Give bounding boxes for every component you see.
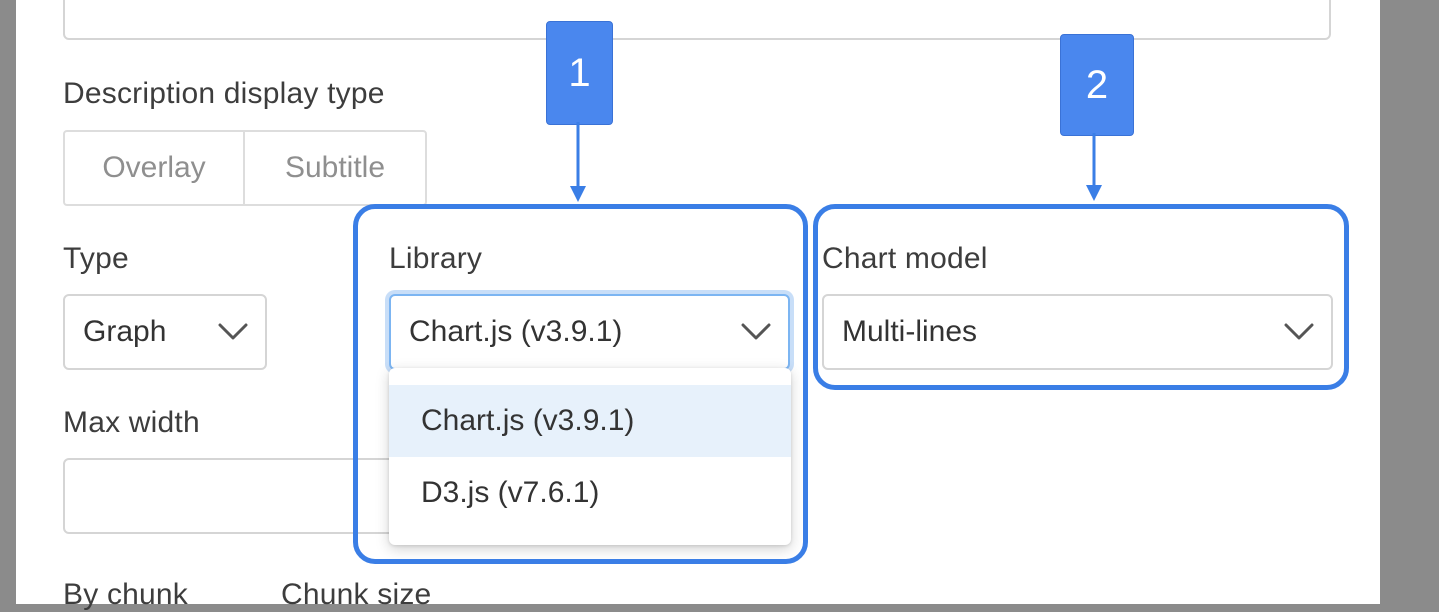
max-width-label: Max width: [63, 406, 200, 439]
library-select-value: Chart.js (v3.9.1): [409, 315, 623, 348]
library-label: Library: [389, 242, 483, 275]
chevron-down-icon: [217, 322, 249, 342]
chevron-down-icon: [740, 322, 772, 342]
library-option-d3js[interactable]: D3.js (v7.6.1): [421, 476, 600, 509]
annotation-arrow-2: [1086, 133, 1102, 201]
library-select[interactable]: Chart.js (v3.9.1): [389, 294, 790, 370]
library-option-chartjs[interactable]: Chart.js (v3.9.1): [389, 385, 791, 457]
chunk-size-label: Chunk size: [281, 578, 432, 611]
subtitle-option-button[interactable]: Subtitle: [284, 151, 386, 184]
type-label: Type: [63, 242, 129, 275]
chevron-down-icon: [1283, 322, 1315, 342]
chart-model-label: Chart model: [822, 242, 988, 275]
description-display-type-toggle: Overlay Subtitle: [63, 130, 427, 206]
annotation-arrow-1: [570, 122, 586, 202]
top-text-field[interactable]: [63, 0, 1331, 40]
max-width-input[interactable]: [63, 458, 403, 534]
type-select[interactable]: Graph: [63, 294, 267, 370]
annotation-badge-1: 1: [546, 21, 613, 125]
chart-model-select[interactable]: Multi-lines: [822, 294, 1333, 370]
overlay-option-button[interactable]: Overlay: [65, 132, 245, 204]
type-select-value: Graph: [83, 315, 167, 348]
by-chunk-label: By chunk: [63, 578, 188, 611]
library-dropdown-menu: Chart.js (v3.9.1) D3.js (v7.6.1): [389, 368, 791, 545]
annotation-badge-2: 2: [1060, 34, 1134, 136]
description-display-type-label: Description display type: [63, 77, 385, 110]
chart-model-select-value: Multi-lines: [842, 315, 978, 348]
